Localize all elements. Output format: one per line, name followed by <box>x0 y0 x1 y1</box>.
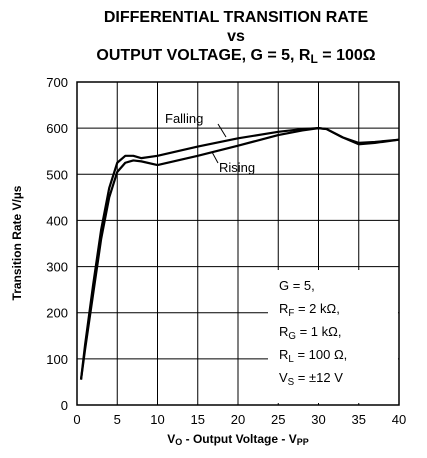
x-tick-label: 0 <box>73 412 80 427</box>
y-tick-label: 0 <box>61 398 68 413</box>
chart-title-part: = 100Ω <box>318 47 376 64</box>
chart-title-part: vs <box>227 28 245 45</box>
condition-text-part: = 1 kΩ, <box>296 324 342 339</box>
condition-text-part: R <box>279 324 288 339</box>
chart-title: vs <box>227 28 245 45</box>
x-axis-label-subscript: PP <box>297 437 309 447</box>
x-axis-label-part: - Output Voltage - V <box>182 432 296 446</box>
series-label: Falling <box>165 111 203 126</box>
x-tick-label: 35 <box>352 412 366 427</box>
chart-title: DIFFERENTIAL TRANSITION RATE <box>104 9 369 26</box>
y-tick-label: 500 <box>46 167 68 182</box>
condition-text-part: V <box>279 370 288 385</box>
x-tick-label: 5 <box>114 412 121 427</box>
leader-line <box>211 151 219 164</box>
condition-text: VS = ±12 V <box>279 370 343 388</box>
x-axis-label: VO - Output Voltage - VPP <box>167 432 308 447</box>
condition-text-part: = 100 Ω, <box>294 347 347 362</box>
leader-line <box>217 123 227 138</box>
y-tick-label: 700 <box>46 75 68 90</box>
x-tick-label: 10 <box>150 412 164 427</box>
condition-text-part: = 2 kΩ, <box>294 301 340 316</box>
x-axis-label-part: V <box>167 432 175 446</box>
y-axis-label: Transition Rate V/µs <box>10 185 24 300</box>
series-label: Rising <box>219 160 255 175</box>
condition-text-part: G = 5, <box>279 278 315 293</box>
condition-text-part: = ±12 V <box>294 370 343 385</box>
condition-text-part: R <box>279 301 288 316</box>
y-tick-label: 200 <box>46 306 68 321</box>
x-tick-label: 40 <box>392 412 406 427</box>
x-axis-label-subscript: O <box>175 437 182 447</box>
data-line <box>79 127 400 380</box>
chart-title-part: OUTPUT VOLTAGE, G = 5, R <box>96 47 311 64</box>
chart-title-subscript: L <box>310 52 317 66</box>
conditions-box <box>268 270 398 403</box>
condition-text: RG = 1 kΩ, <box>279 324 341 342</box>
y-tick-label: 100 <box>46 352 68 367</box>
y-tick-label: 300 <box>46 260 68 275</box>
x-tick-label: 20 <box>231 412 245 427</box>
condition-text-subscript: L <box>288 354 294 365</box>
condition-text-part: R <box>279 347 288 362</box>
x-tick-label: 30 <box>311 412 325 427</box>
condition-text-subscript: F <box>288 308 294 319</box>
chart-title-part: DIFFERENTIAL TRANSITION RATE <box>104 9 369 26</box>
condition-text: G = 5, <box>279 278 315 293</box>
x-tick-label: 15 <box>191 412 205 427</box>
y-tick-label: 400 <box>46 213 68 228</box>
y-tick-label: 600 <box>46 121 68 136</box>
chart-title: OUTPUT VOLTAGE, G = 5, RL = 100Ω <box>96 47 375 66</box>
condition-text: RF = 2 kΩ, <box>279 301 340 319</box>
plot-frame <box>76 81 400 406</box>
condition-text-subscript: S <box>288 377 295 388</box>
x-tick-label: 25 <box>271 412 285 427</box>
condition-text: RL = 100 Ω, <box>279 347 347 365</box>
condition-text-subscript: G <box>288 331 296 342</box>
